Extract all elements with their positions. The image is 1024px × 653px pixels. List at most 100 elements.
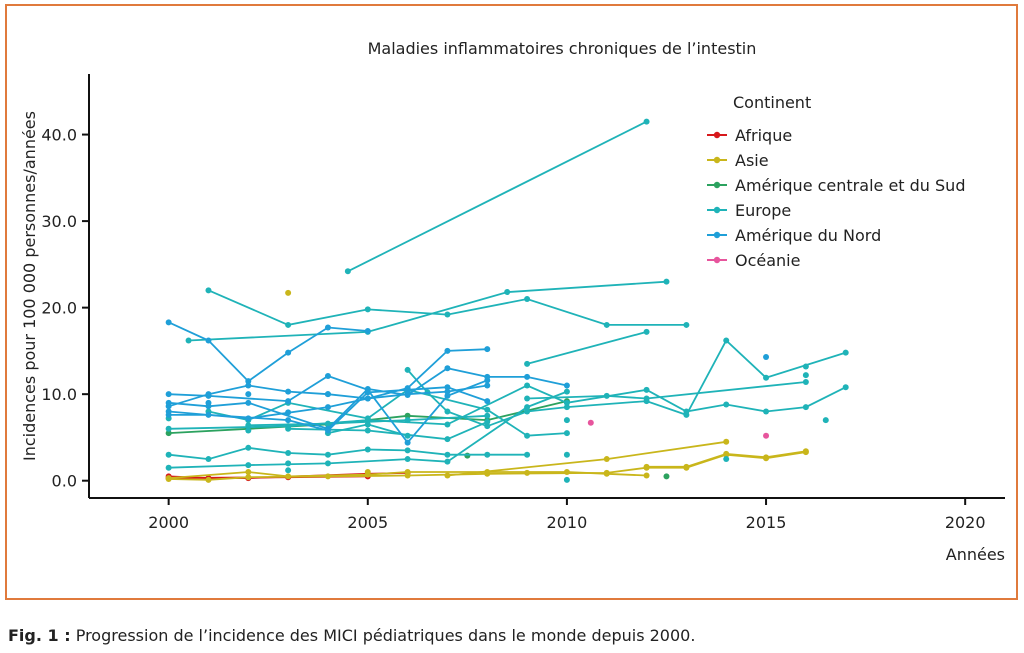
legend-title: Continent — [733, 93, 811, 112]
series-line — [208, 289, 687, 326]
data-point — [245, 422, 252, 429]
data-point — [603, 456, 610, 463]
series-line — [168, 321, 368, 383]
data-point — [484, 423, 491, 430]
y-tick-label: 40.0 — [41, 126, 77, 145]
data-point — [484, 451, 491, 458]
chart-plot-area — [165, 118, 849, 483]
data-point — [324, 460, 331, 467]
data-point — [842, 384, 849, 391]
data-point — [587, 419, 594, 426]
data-point — [364, 427, 371, 434]
data-point — [444, 347, 451, 354]
legend-label: Asie — [735, 151, 769, 170]
caption-prefix: Fig. 1 : — [8, 626, 71, 645]
x-tick-label: 2010 — [547, 513, 588, 532]
series-line — [347, 120, 648, 273]
data-point — [364, 306, 371, 313]
data-point — [763, 408, 770, 415]
data-point — [444, 451, 451, 458]
data-point — [802, 379, 809, 386]
data-point — [165, 451, 172, 458]
data-point — [524, 451, 531, 458]
data-point — [643, 472, 650, 479]
series-line — [168, 446, 528, 461]
data-point — [444, 436, 451, 443]
legend-swatch-dot — [713, 231, 721, 239]
data-point — [165, 319, 172, 326]
series-line — [447, 440, 727, 477]
chart-svg: 2000 2005 2010 2015 20200.010.020.030.040.0 … — [20, 39, 1005, 564]
data-point — [245, 378, 252, 385]
x-tick-label: 2000 — [148, 513, 189, 532]
data-point — [165, 475, 172, 482]
data-point — [802, 363, 809, 370]
series-line — [188, 280, 667, 342]
data-point — [364, 469, 371, 476]
data-point — [484, 382, 491, 389]
figure-caption: Fig. 1 : Progression de l’incidence des … — [8, 626, 695, 645]
data-point — [165, 464, 172, 471]
data-point — [723, 401, 730, 408]
data-point — [524, 395, 531, 402]
x-tick-label: 2005 — [347, 513, 388, 532]
data-point — [205, 411, 212, 418]
data-point — [822, 417, 829, 424]
data-point — [324, 391, 331, 398]
x-axis-title: Années — [946, 545, 1005, 564]
chart-axes: 2000 2005 2010 2015 2020 0.0 10.0 20.0 30.0 40.0 — [41, 74, 1005, 532]
data-point — [205, 337, 212, 344]
data-point — [663, 278, 670, 285]
data-point — [603, 321, 610, 328]
data-point — [245, 399, 252, 406]
data-point — [524, 360, 531, 367]
data-point — [444, 384, 451, 391]
data-point — [205, 287, 212, 294]
data-point — [563, 399, 570, 406]
data-point — [285, 467, 292, 474]
data-point — [324, 404, 331, 411]
data-point — [484, 346, 491, 353]
data-point — [285, 425, 292, 432]
data-point — [723, 456, 730, 463]
data-point — [643, 386, 650, 393]
data-point — [324, 372, 331, 379]
data-point — [524, 382, 531, 389]
data-point — [165, 391, 172, 398]
legend-label: Europe — [735, 201, 791, 220]
data-point — [763, 432, 770, 439]
data-point — [245, 427, 252, 434]
data-point — [444, 392, 451, 399]
data-point — [245, 391, 252, 398]
data-point — [484, 373, 491, 380]
data-point — [484, 412, 491, 419]
data-point — [324, 451, 331, 458]
data-point — [723, 450, 730, 457]
data-point — [444, 365, 451, 372]
data-point — [404, 388, 411, 395]
data-point — [643, 463, 650, 470]
data-point — [802, 372, 809, 379]
data-point — [563, 469, 570, 476]
data-point — [324, 420, 331, 427]
data-point — [524, 404, 531, 411]
data-point — [205, 476, 212, 483]
data-point — [185, 337, 192, 344]
x-tick-label: 2015 — [746, 513, 787, 532]
data-point — [444, 408, 451, 415]
data-point — [404, 456, 411, 463]
data-point — [524, 295, 531, 302]
data-point — [404, 412, 411, 419]
data-point — [524, 432, 531, 439]
data-point — [364, 395, 371, 402]
caption-text: Progression de l’incidence des MICI pédi… — [70, 626, 696, 645]
legend-label: Amérique centrale et du Sud — [735, 176, 965, 195]
data-point — [344, 268, 351, 275]
data-point — [364, 415, 371, 422]
data-point — [404, 417, 411, 424]
data-point — [285, 321, 292, 328]
x-tick-label: 2020 — [945, 513, 986, 532]
legend-swatch-dot — [713, 206, 721, 214]
data-point — [364, 446, 371, 453]
data-point — [643, 118, 650, 125]
